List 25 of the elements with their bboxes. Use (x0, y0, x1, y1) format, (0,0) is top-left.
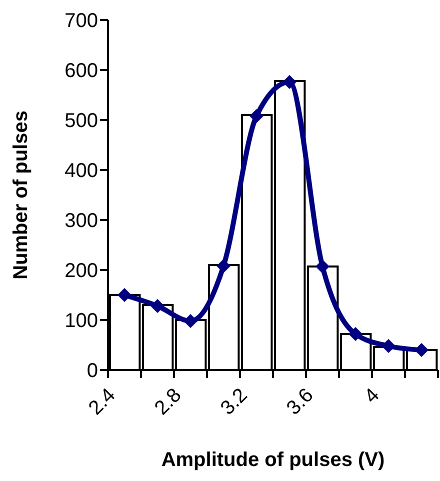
point (184, 314, 198, 328)
point (118, 288, 132, 302)
y-tick-label: 400 (64, 160, 98, 182)
x-tick-label: 3.2 (216, 384, 252, 420)
y-tick-label: 300 (64, 210, 98, 232)
point (414, 343, 428, 357)
point (250, 109, 264, 123)
point (216, 259, 230, 273)
y-tick-label: 700 (64, 10, 98, 32)
point (282, 75, 296, 89)
x-tick-label: 2.4 (84, 384, 120, 420)
y-tick-label: 100 (64, 310, 98, 332)
x-tick-label: 4 (360, 384, 384, 408)
point (382, 339, 396, 353)
point (316, 260, 330, 274)
y-tick-label: 500 (64, 110, 98, 132)
y-tick-label: 600 (64, 60, 98, 82)
x-tick-label: 2.8 (150, 384, 186, 420)
y-tick-label: 200 (64, 260, 98, 282)
x-tick-label: 3.6 (282, 384, 318, 420)
point (348, 327, 362, 341)
x-axis-title: Amplitude of pulses (V) (161, 449, 385, 471)
y-tick-label: 0 (86, 360, 98, 382)
y-axis-title: Number of pulses (10, 110, 32, 280)
point (150, 299, 164, 313)
